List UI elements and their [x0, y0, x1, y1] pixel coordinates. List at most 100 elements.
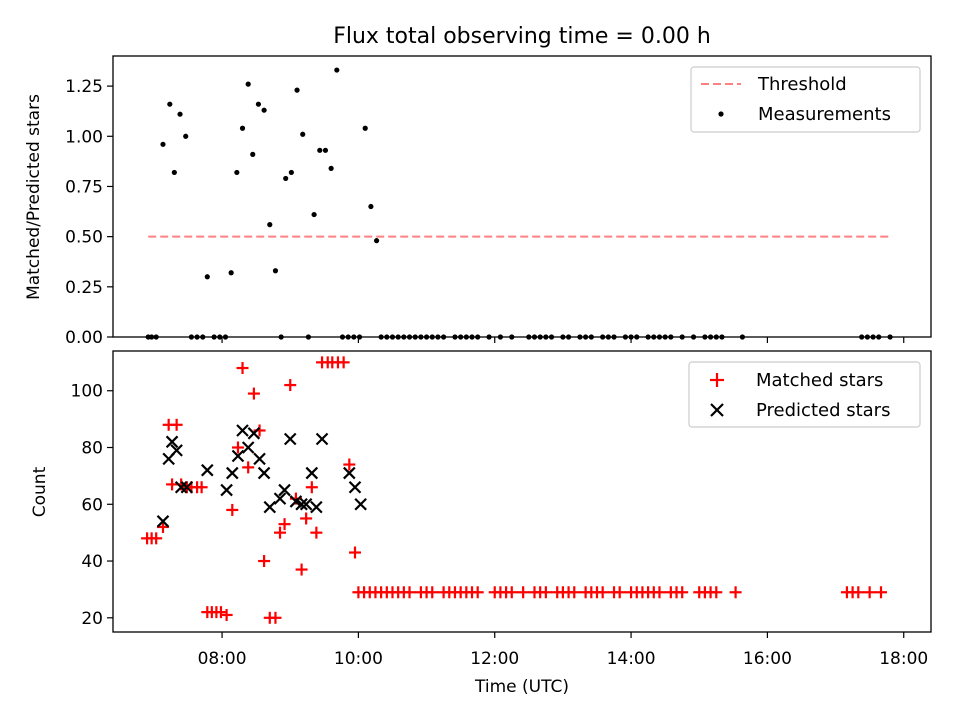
x-tick-label: 08:00 [198, 649, 247, 669]
top-axes-frame [112, 55, 932, 338]
measurement-point [234, 169, 240, 176]
predicted-star-point [165, 435, 179, 449]
matched-star-point [403, 586, 416, 599]
matched-star-point [505, 586, 518, 599]
predicted-star-point [315, 432, 329, 446]
predicted-star-point [231, 449, 245, 463]
matched-star-point [278, 518, 291, 531]
matched-star-point [150, 532, 163, 545]
matched-star-point [284, 379, 297, 392]
predicted-star-point [299, 497, 313, 511]
predicted-star-point [278, 483, 291, 497]
x-tick-label: 18:00 [879, 649, 928, 669]
measurement-point [255, 101, 262, 107]
matched-star-point [613, 586, 626, 599]
measurement-point [250, 151, 256, 157]
measurement-point [177, 111, 183, 117]
predicted-star-point [348, 480, 362, 494]
measurement-point [261, 107, 267, 113]
matched-star-point [295, 563, 308, 576]
matched-star-point [305, 481, 318, 494]
bottom-x-ticks: 08:00 10:00 12:00 14:00 16:00 18:00 [198, 632, 928, 669]
matched-star-point [269, 611, 282, 624]
top-legend: Threshold Measurements [690, 66, 921, 133]
matched-star-point [170, 418, 183, 431]
measurement-point [294, 87, 300, 93]
matched-star-point [729, 586, 742, 599]
measurement-point [267, 222, 273, 228]
predicted-star-point [257, 466, 271, 480]
top-y-axis-label: Matched/Predicted stars [24, 94, 44, 300]
matched-star-point [710, 586, 723, 599]
predicted-star-point [295, 497, 308, 511]
matched-star-point [310, 526, 323, 539]
x-tick-label: 10:00 [334, 649, 383, 669]
measurements-legend-swatch [718, 111, 724, 117]
matched-star-point [236, 362, 249, 375]
measurement-point [373, 238, 380, 244]
measurement-point [272, 268, 279, 274]
predicted-star-point [247, 427, 261, 440]
matched-star-point [156, 520, 169, 533]
matched-star-point [226, 503, 239, 516]
top-y-tick-label: 0.00 [65, 328, 103, 348]
matched-star-point [343, 458, 356, 471]
bottom-legend-box [688, 361, 921, 428]
matched-star-point [676, 586, 689, 599]
matched-star-point [242, 461, 255, 474]
predicted-star-point [343, 466, 356, 480]
measurement-point [160, 141, 166, 147]
measurement-point [362, 125, 368, 131]
predicted-star-point [226, 466, 239, 480]
measurement-point [328, 165, 334, 171]
matched-star-point [274, 526, 287, 539]
matched-star-point [517, 586, 530, 599]
matched-star-point [875, 586, 888, 599]
matched-star-point [568, 586, 581, 599]
matched-star-point [863, 586, 876, 599]
bottom-y-tick-label: 100 [71, 382, 103, 402]
top-y-tick-label: 0.50 [65, 228, 103, 248]
measurement-point [167, 101, 173, 107]
matched-star-point [653, 586, 666, 599]
measurement-point [239, 125, 246, 131]
predicted-star-point [283, 432, 297, 446]
count-points [141, 356, 888, 624]
matched-star-point [195, 481, 208, 494]
x-tick-label: 12:00 [470, 649, 519, 669]
matched-star-point [426, 586, 439, 599]
measurement-point [368, 203, 374, 210]
matched-star-point [471, 586, 484, 599]
measurements-legend-label: Measurements [758, 104, 891, 125]
x-tick-label: 14:00 [607, 649, 656, 669]
bottom-y-tick-label: 20 [81, 609, 103, 629]
predicted-star-point [220, 483, 233, 497]
top-legend-box [690, 66, 921, 133]
measurement-point [228, 270, 234, 276]
predicted-star-point [273, 492, 287, 505]
top-y-tick-label: 0.25 [65, 278, 103, 298]
bottom-y-tick-label: 60 [81, 495, 103, 515]
count-panel: Count Time (UTC) 20 40 60 80 100 08:00 10:00 1… [30, 350, 932, 697]
measurement-point [334, 67, 340, 73]
matched-star-point [596, 586, 609, 599]
measurement-point [204, 274, 210, 280]
matched-star-point [247, 387, 260, 400]
measurement-point [283, 175, 289, 182]
top-y-tick-label: 0.75 [65, 177, 103, 197]
bottom-y-ticks: 20 40 60 80 100 [71, 382, 113, 629]
x-tick-label: 16:00 [743, 649, 792, 669]
matched-star-point [539, 586, 552, 599]
bottom-y-tick-label: 40 [81, 552, 103, 572]
matched-star-point [300, 512, 313, 525]
measurement-point [183, 133, 189, 139]
matched-legend-label: Matched stars [756, 370, 883, 391]
predicted-star-point [156, 515, 170, 528]
bottom-y-axis-label: Count [30, 466, 50, 517]
measurement-point [317, 147, 323, 153]
predicted-legend-swatch [710, 403, 724, 417]
matched-star-point [231, 441, 244, 454]
predicted-star-point [354, 497, 367, 511]
predicted-star-point [263, 500, 277, 514]
